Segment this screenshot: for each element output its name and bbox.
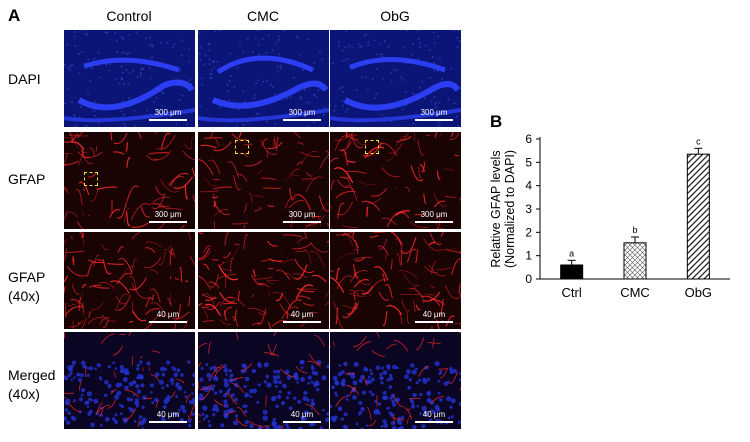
scale-bar-line: [415, 221, 453, 223]
significance-letter: a: [569, 248, 574, 258]
row-label-gfap: GFAP: [8, 171, 46, 187]
micrograph-dapi-control: 300 μm: [64, 30, 195, 127]
zoom-region-box: [365, 140, 379, 154]
scale-bar-line: [415, 421, 453, 423]
column-header-control: Control: [106, 8, 152, 24]
row-label-merged-40x: Merged (40x): [8, 367, 56, 402]
micrograph-gfap-cmc: 300 μm: [198, 132, 329, 229]
significance-letter: c: [696, 136, 701, 146]
y-tick-label: 6: [525, 132, 532, 146]
scale-bar: 300 μm: [415, 210, 453, 223]
column-header-obg: ObG: [380, 8, 410, 24]
micrograph-gfap-40x-cmc: 40 μm: [198, 232, 329, 329]
bar-ctrl: [560, 264, 584, 280]
bar-cmc: [623, 242, 647, 280]
scale-bar-line: [149, 119, 187, 121]
y-tick-label: 5: [525, 155, 532, 169]
micrograph-dapi-cmc: 300 μm: [198, 30, 329, 127]
scale-bar-line: [149, 421, 187, 423]
scale-bar-label: 300 μm: [420, 108, 448, 117]
zoom-region-box: [84, 172, 98, 186]
scale-bar-line: [415, 321, 453, 323]
scale-bar: 300 μm: [149, 108, 187, 121]
scale-bar-label: 40 μm: [290, 410, 314, 419]
x-tick-label: CMC: [620, 285, 650, 300]
y-tick-label: 2: [525, 225, 532, 239]
gfap-bar-chart: 0 1 2 3 4 5 6 Relative GFAP levels(Normalized t…: [489, 132, 730, 300]
micrograph-gfap-obg: 300 μm: [330, 132, 461, 229]
scale-bar-line: [283, 119, 321, 121]
scale-bar: 40 μm: [283, 310, 321, 323]
scale-bar-label: 40 μm: [156, 410, 180, 419]
micrograph-gfap-control: 300 μm: [64, 132, 195, 229]
scale-bar-line: [283, 221, 321, 223]
y-tick-label: 4: [525, 179, 532, 193]
significance-letter: b: [632, 225, 637, 235]
scale-bar-label: 300 μm: [288, 108, 316, 117]
scale-bar-label: 40 μm: [422, 310, 446, 319]
scale-bar: 300 μm: [415, 108, 453, 121]
scale-bar: 40 μm: [149, 310, 187, 323]
y-tick-label: 1: [525, 249, 532, 263]
scale-bar: 40 μm: [415, 410, 453, 423]
y-tick-label: 3: [525, 202, 532, 216]
scale-bar-label: 40 μm: [156, 310, 180, 319]
scale-bar: 300 μm: [283, 210, 321, 223]
scale-bar-line: [149, 221, 187, 223]
scale-bar-line: [283, 421, 321, 423]
scale-bar-label: 300 μm: [154, 210, 182, 219]
micrograph-dapi-obg: 300 μm: [330, 30, 461, 127]
scale-bar: 40 μm: [283, 410, 321, 423]
panel-a-label: A: [8, 6, 21, 25]
column-header-cmc: CMC: [247, 8, 279, 24]
scale-bar: 40 μm: [149, 410, 187, 423]
micrograph-merged-40x-obg: 40 μm: [330, 332, 461, 429]
panel-b-label: B: [490, 112, 503, 131]
scale-bar-label: 40 μm: [422, 410, 446, 419]
micrograph-gfap-40x-control: 40 μm: [64, 232, 195, 329]
scale-bar: 300 μm: [149, 210, 187, 223]
scale-bar-line: [415, 119, 453, 121]
x-tick-label: Ctrl: [562, 285, 582, 300]
row-label-dapi: DAPI: [8, 71, 41, 87]
micrograph-merged-40x-cmc: 40 μm: [198, 332, 329, 429]
micrograph-gfap-40x-obg: 40 μm: [330, 232, 461, 329]
y-axis-label: Relative GFAP levels(Normalized to DAPI): [489, 150, 517, 268]
scale-bar-label: 40 μm: [290, 310, 314, 319]
scale-bar-label: 300 μm: [420, 210, 448, 219]
bar-obg: [686, 153, 710, 280]
y-tick-label: 0: [525, 272, 532, 286]
scale-bar: 300 μm: [283, 108, 321, 121]
scale-bar-line: [283, 321, 321, 323]
scale-bar-label: 300 μm: [288, 210, 316, 219]
scale-bar-label: 300 μm: [154, 108, 182, 117]
scale-bar: 40 μm: [415, 310, 453, 323]
row-label-gfap-40x: GFAP (40x): [8, 269, 46, 304]
x-tick-label: ObG: [685, 285, 712, 300]
scale-bar-line: [149, 321, 187, 323]
micrograph-merged-40x-control: 40 μm: [64, 332, 195, 429]
zoom-region-box: [235, 140, 249, 154]
